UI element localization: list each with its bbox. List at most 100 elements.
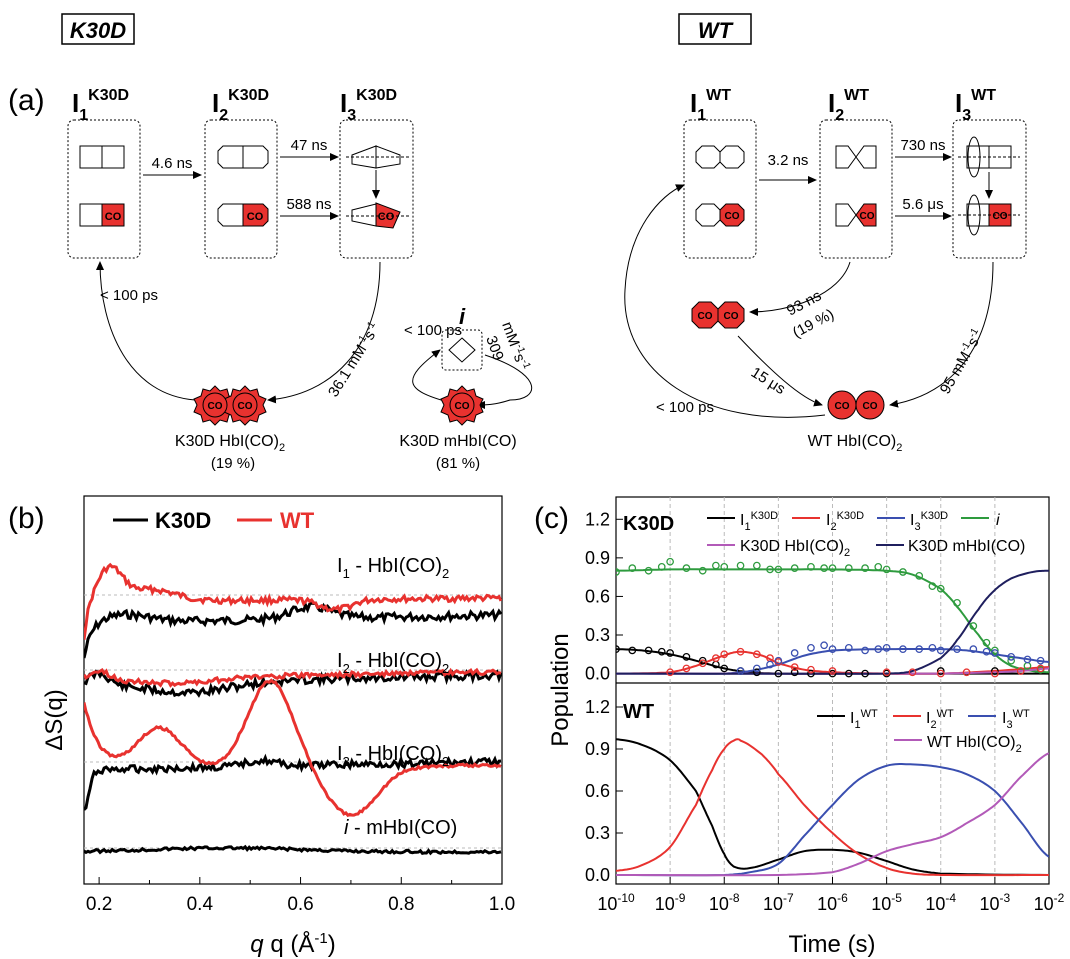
c-top-marker	[766, 660, 774, 669]
c-bottom-series-i2-wt	[616, 738, 1049, 877]
c-top-marker	[682, 653, 691, 661]
k30d-state-2-label: I2K30D	[212, 87, 269, 124]
legend-k30d-hbi: K30D HbI(CO)2	[740, 538, 850, 559]
wt-rebind-arc	[737, 335, 823, 407]
i-monomer-icon	[448, 337, 476, 363]
curve-label-i2: I2 - HbI(CO)2	[337, 650, 449, 676]
c-top-marker	[807, 644, 815, 652]
c-top-marker	[874, 563, 883, 571]
b-curve-wt-i3	[84, 678, 502, 818]
c-top-marker	[982, 638, 991, 647]
legend-wt-hbi: WT HbI(CO)2	[927, 734, 1022, 755]
wt-state-1-box	[683, 119, 757, 259]
c-top-marker	[820, 641, 828, 650]
legend-i3-wt: I3WT	[1002, 708, 1030, 731]
c-top-marker	[953, 599, 961, 607]
legend-i2-wt: I2WT	[926, 708, 954, 731]
svg-text:CO: CO	[698, 311, 713, 322]
c-top-marker	[774, 669, 783, 678]
curve-label-i3: I3 - HbI(CO)2	[337, 743, 449, 769]
c-ytick-label-bot: 0.9	[585, 739, 610, 759]
legend-wt-label: WT	[280, 508, 315, 533]
c-top-marker	[790, 668, 799, 677]
c-top-marker	[766, 565, 774, 574]
k30d-back-rate: < 100 ps	[100, 287, 158, 304]
c-bottom-series-i1-wt	[616, 738, 1049, 876]
c-top-marker	[820, 564, 828, 572]
k30d-state-3-box	[339, 119, 414, 259]
c-top-marker	[1007, 653, 1016, 661]
panel-b-frame	[83, 495, 503, 885]
c-top-marker	[752, 561, 761, 570]
c-top-marker	[936, 646, 945, 655]
panel-b-ylabel: ΔS(q)	[41, 689, 68, 750]
svg-text:CO: CO	[724, 311, 739, 322]
c-top-marker	[899, 568, 907, 576]
c-top-marker	[828, 564, 837, 572]
panel-c-ylabel: Population	[547, 633, 574, 746]
c-bottom-series-wt-hbi-co-2	[616, 752, 1049, 877]
c-top-marker	[736, 561, 745, 570]
panel-c-top-curves	[616, 557, 1049, 678]
c-top-marker	[712, 561, 720, 570]
c-top-marker	[790, 564, 799, 572]
k30d-product-dimer-icon: CO CO	[193, 385, 267, 426]
b-xtick-label: 0.4	[187, 894, 214, 915]
c-top-marker	[616, 645, 620, 653]
k30d-bimol-arc	[267, 261, 381, 404]
wt-free-co-dimer-icon: CO CO	[691, 301, 745, 329]
wt-s1-co-dimer: CO	[695, 203, 745, 227]
b-curve-k30d-i3	[84, 753, 502, 811]
b-curve-k30d-i	[84, 844, 502, 856]
k30d-back-arc	[96, 261, 196, 401]
c-top-marker	[991, 669, 999, 678]
wt-state-1-label: I1WT	[690, 87, 731, 124]
c-top-marker	[991, 646, 999, 655]
svg-text:CO: CO	[860, 211, 875, 222]
panel-b-curves	[84, 562, 502, 856]
b-curve-k30d-i1	[84, 601, 502, 659]
legend-i1-k30d: I1K30D	[740, 510, 778, 533]
c-top-marker	[720, 664, 729, 673]
c-ytick-label-bot: 0.3	[585, 823, 610, 843]
wt-rate-2-3-top: 730 ns	[900, 137, 945, 154]
c-top-marker	[752, 650, 761, 659]
wt-s1-deoxy-dimer	[695, 145, 745, 169]
c-top-series-i	[616, 568, 1049, 674]
c-top-marker	[774, 565, 783, 574]
legend-i1-wt: I1WT	[850, 708, 878, 731]
panel-b: (b) 0.2 0.4 0.6 0.8 1.0 K30D WT I1 - HbI(CO)…	[8, 495, 515, 958]
c-ytick-label-bot: 0.6	[585, 781, 610, 801]
legend-i2-k30d: I2K30D	[826, 510, 864, 533]
k30d-s3-deoxy-dimer	[346, 145, 410, 169]
svg-text:CO: CO	[863, 401, 878, 412]
c-top-marker	[928, 644, 937, 652]
c-top-marker	[657, 563, 666, 571]
panel-c-top-title: K30D	[623, 513, 674, 535]
wt-bimol-arc	[889, 261, 994, 408]
k30d-s2-co-dimer: CO	[217, 203, 269, 227]
svg-text:CO: CO	[993, 211, 1008, 222]
panel-b-label: (b)	[8, 502, 45, 535]
c-top-series-i3-k30d	[616, 648, 1049, 675]
c-top-marker	[861, 646, 869, 655]
c-top-marker	[844, 669, 853, 678]
c-xtick-label: 10-5	[871, 891, 902, 914]
wt-s3-deoxy-dimer	[958, 136, 1020, 178]
k30d-state-1-label: I1K30D	[72, 87, 129, 124]
panel-b-axis: 0.2 0.4 0.6 0.8 1.0	[86, 877, 515, 915]
c-top-marker	[807, 669, 815, 678]
wt-state-2-label: I2WT	[828, 87, 869, 124]
c-top-marker	[882, 565, 891, 574]
k30d-state-1-box	[67, 119, 141, 259]
c-bottom-series-i3-wt	[616, 763, 1049, 877]
i-box	[441, 329, 483, 371]
i-bimol-arc	[476, 354, 533, 409]
panel-c-top-legend: I1K30D I2K30D I3K30D i K30D HbI(CO)2 K30…	[707, 510, 1025, 559]
wt-product-icon: CO CO	[827, 390, 885, 420]
c-top-marker	[644, 566, 653, 575]
k30d-title: K30D	[70, 18, 126, 43]
c-top-marker	[616, 568, 620, 576]
svg-text:CO: CO	[725, 211, 740, 222]
